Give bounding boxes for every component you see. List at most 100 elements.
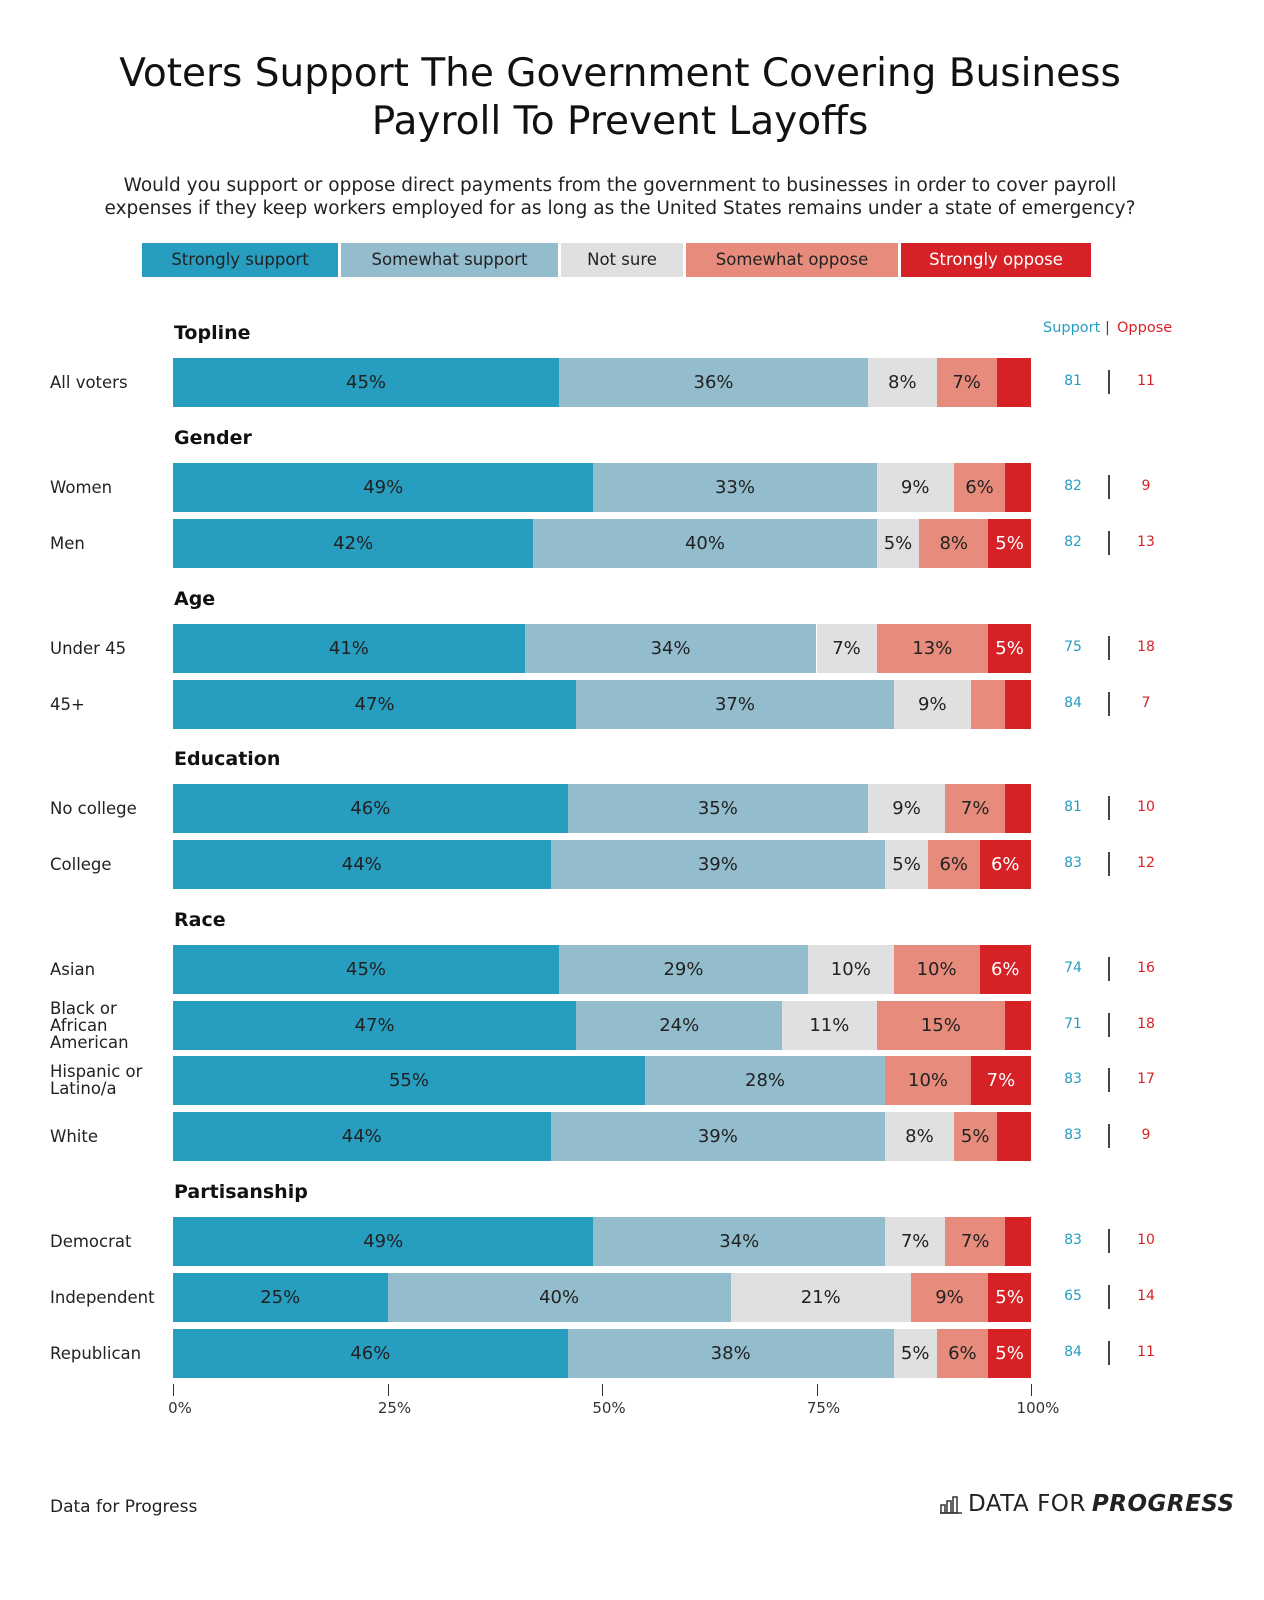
group-header: Partisanship [174, 1181, 308, 1203]
bar-segment-strongly-oppose [1005, 680, 1031, 729]
bar-segment-strongly-support: 46% [173, 784, 568, 833]
bar-segment-somewhat-support: 29% [559, 945, 808, 994]
title-line-1: Voters Support The Government Covering B… [119, 51, 1121, 96]
row-label: Hispanic or Latino/a [50, 1062, 143, 1098]
bar-segment-strongly-support: 49% [173, 1217, 594, 1266]
bar-segment-strongly-oppose: 6% [979, 840, 1031, 889]
row-separator [1108, 370, 1110, 394]
chart-subtitle: Would you support or oppose direct payme… [40, 174, 1200, 220]
group-header: Gender [174, 427, 252, 449]
bar-segment-somewhat-support: 40% [533, 519, 877, 568]
x-tick-label: 75% [806, 1399, 841, 1417]
support-value: 74 [1064, 960, 1082, 976]
oppose-value: 11 [1137, 1344, 1155, 1360]
oppose-value: 10 [1137, 1232, 1155, 1248]
bar-segment-not-sure: 9% [876, 463, 954, 512]
support-value: 81 [1064, 373, 1082, 389]
row-label: Men [50, 533, 85, 553]
logo-text-bold: PROGRESS [1091, 1491, 1235, 1517]
oppose-value: 18 [1137, 639, 1155, 655]
x-tick [1031, 1384, 1032, 1396]
bar-segment-somewhat-support: 34% [593, 1217, 886, 1266]
support-value: 84 [1064, 1344, 1082, 1360]
legend: Strongly support Somewhat support Not sure… [142, 243, 1091, 277]
bar-segment-strongly-oppose: 7% [970, 1056, 1031, 1105]
support-header: Support [1043, 320, 1101, 336]
oppose-value: 11 [1137, 373, 1155, 389]
bar-segment-somewhat-oppose: 6% [936, 1329, 989, 1378]
bar-segment-somewhat-oppose: 10% [885, 1056, 971, 1105]
row-label: Asian [50, 959, 96, 979]
legend-item-not-sure: Not sure [561, 243, 683, 277]
row-label: No college [50, 798, 137, 818]
bar-segment-strongly-oppose: 5% [988, 624, 1031, 673]
bar-segment-not-sure: 8% [885, 1112, 954, 1161]
row-separator [1108, 1068, 1110, 1092]
header-separator: | [1105, 320, 1110, 336]
oppose-value: 9 [1141, 1127, 1151, 1143]
support-value: 83 [1064, 1071, 1082, 1087]
bar-segment-somewhat-support: 36% [559, 358, 868, 407]
oppose-header: Oppose [1117, 320, 1173, 336]
subtitle-line-1: Would you support or oppose direct payme… [123, 175, 1117, 196]
support-value: 82 [1064, 534, 1082, 550]
legend-item-somewhat-oppose: Somewhat oppose [686, 243, 898, 277]
source-label: Data for Progress [50, 1497, 198, 1517]
row-label: College [50, 854, 112, 874]
bar-segment-not-sure: 7% [816, 624, 877, 673]
bar-segment-not-sure: 7% [885, 1217, 946, 1266]
oppose-value: 7 [1141, 695, 1151, 711]
row-separator [1108, 852, 1110, 876]
oppose-value: 14 [1137, 1288, 1155, 1304]
row-separator [1108, 1013, 1110, 1037]
bar-segment-strongly-support: 47% [173, 1001, 577, 1050]
bar-segment-not-sure: 5% [885, 840, 929, 889]
oppose-value: 10 [1137, 799, 1155, 815]
oppose-value: 12 [1137, 855, 1155, 871]
row-separator [1108, 957, 1110, 981]
support-value: 81 [1064, 799, 1082, 815]
bar-segment-somewhat-support: 24% [576, 1001, 783, 1050]
x-tick [173, 1384, 174, 1396]
bar-segment-strongly-support: 49% [173, 463, 594, 512]
bar-segment-strongly-oppose [1005, 1217, 1031, 1266]
bar-segment-strongly-oppose [1005, 463, 1031, 512]
row-separator [1108, 1341, 1110, 1365]
x-tick [387, 1384, 389, 1396]
row-separator [1108, 531, 1110, 555]
bar-segment-somewhat-oppose: 10% [893, 945, 980, 994]
bar-segment-somewhat-oppose: 5% [953, 1112, 997, 1161]
x-tick [602, 1384, 603, 1396]
support-value: 82 [1064, 478, 1082, 494]
row-label: Democrat [50, 1231, 132, 1251]
x-tick-label: 50% [592, 1399, 626, 1417]
row-label: Black or African American [50, 998, 129, 1052]
bar-segment-strongly-support: 44% [173, 840, 551, 889]
bar-segment-somewhat-support: 34% [524, 624, 817, 673]
bar-segment-not-sure: 9% [893, 680, 971, 729]
bar-segment-somewhat-oppose: 7% [945, 1217, 1006, 1266]
bar-segment-strongly-support: 42% [173, 519, 534, 568]
x-tick [816, 1384, 818, 1396]
bar-segment-strongly-oppose [1005, 1001, 1031, 1050]
support-value: 71 [1064, 1016, 1082, 1032]
row-label: Independent [50, 1287, 155, 1307]
row-separator [1108, 1124, 1110, 1148]
bar-segment-strongly-oppose: 5% [988, 1329, 1031, 1378]
row-separator [1108, 796, 1110, 820]
group-header: Education [174, 748, 281, 770]
bar-segment-somewhat-oppose: 15% [876, 1001, 1006, 1050]
bar-segment-strongly-oppose: 6% [979, 945, 1031, 994]
bar-segment-not-sure: 21% [730, 1273, 911, 1322]
row-label: All voters [50, 372, 128, 392]
bar-segment-somewhat-oppose: 6% [953, 463, 1006, 512]
oppose-value: 13 [1137, 534, 1155, 550]
bar-segment-somewhat-support: 40% [387, 1273, 731, 1322]
row-separator [1108, 1285, 1110, 1309]
group-header: Age [174, 588, 216, 610]
bar-segment-somewhat-support: 35% [567, 784, 868, 833]
bar-segment-strongly-support: 46% [173, 1329, 568, 1378]
row-separator [1108, 1229, 1110, 1253]
legend-item-strongly-oppose: Strongly oppose [901, 243, 1091, 277]
row-label: White [50, 1126, 98, 1146]
